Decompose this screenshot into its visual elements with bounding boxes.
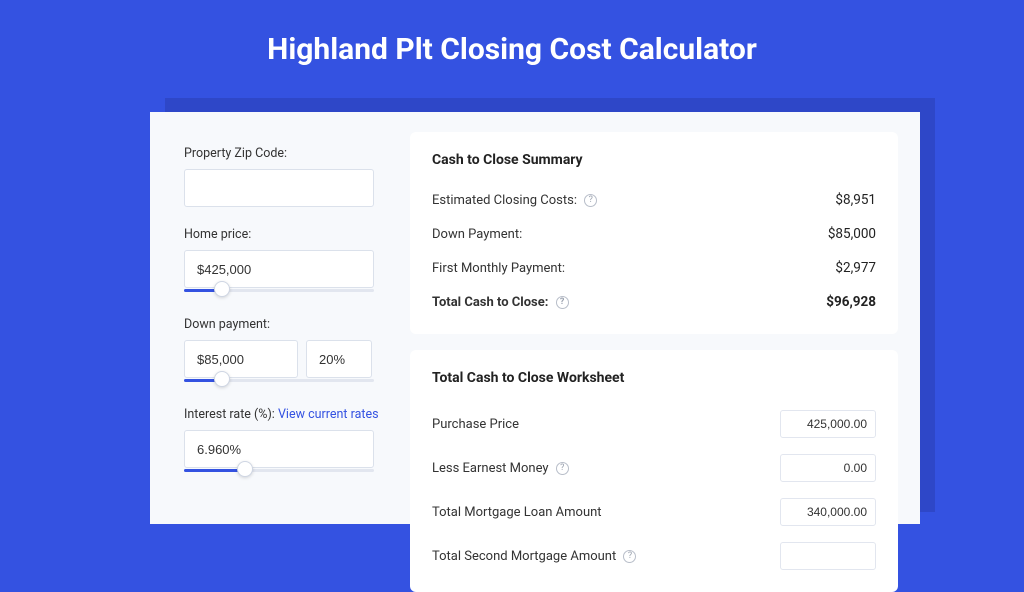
worksheet-row: Purchase Price <box>432 402 876 446</box>
help-icon[interactable]: ? <box>556 296 569 309</box>
worksheet-panel: Total Cash to Close Worksheet Purchase P… <box>410 350 898 592</box>
down-payment-field: Down payment: <box>184 317 390 387</box>
worksheet-row: Total Mortgage Loan Amount <box>432 490 876 534</box>
summary-total-row: Total Cash to Close: ? $96,928 <box>432 286 876 320</box>
worksheet-row: Less Earnest Money ? <box>432 446 876 490</box>
down-payment-percent-input[interactable] <box>306 340 372 378</box>
summary-value: $85,000 <box>828 226 876 242</box>
interest-rate-label: Interest rate (%): View current rates <box>184 407 390 422</box>
worksheet-label: Total Mortgage Loan Amount <box>432 505 602 520</box>
home-price-slider[interactable] <box>184 285 374 297</box>
summary-total-value: $96,928 <box>826 294 876 310</box>
interest-rate-field: Interest rate (%): View current rates <box>184 407 390 477</box>
worksheet-input[interactable] <box>780 410 876 438</box>
zip-field: Property Zip Code: <box>184 146 390 207</box>
summary-total-label: Total Cash to Close: ? <box>432 295 569 310</box>
summary-row: First Monthly Payment: $2,977 <box>432 252 876 286</box>
help-icon[interactable]: ? <box>584 194 597 207</box>
interest-rate-input[interactable] <box>184 430 374 468</box>
summary-panel: Cash to Close Summary Estimated Closing … <box>410 132 898 334</box>
summary-row: Down Payment: $85,000 <box>432 218 876 252</box>
worksheet-title: Total Cash to Close Worksheet <box>432 370 876 386</box>
view-rates-link[interactable]: View current rates <box>278 407 379 422</box>
worksheet-label: Purchase Price <box>432 417 519 432</box>
summary-row: Estimated Closing Costs: ? $8,951 <box>432 184 876 218</box>
summary-value: $2,977 <box>835 260 876 276</box>
worksheet-input[interactable] <box>780 454 876 482</box>
home-price-field: Home price: <box>184 227 390 297</box>
home-price-label: Home price: <box>184 227 390 242</box>
summary-label: First Monthly Payment: <box>432 261 565 276</box>
help-icon[interactable]: ? <box>623 550 636 563</box>
worksheet-input[interactable] <box>780 542 876 570</box>
interest-rate-slider[interactable] <box>184 465 374 477</box>
help-icon[interactable]: ? <box>556 462 569 475</box>
calculator-card: Property Zip Code: Home price: Down paym… <box>150 112 920 524</box>
worksheet-row: Total Second Mortgage Amount ? <box>432 534 876 578</box>
summary-value: $8,951 <box>835 192 876 208</box>
down-payment-label: Down payment: <box>184 317 390 332</box>
worksheet-label: Less Earnest Money ? <box>432 461 569 476</box>
zip-label: Property Zip Code: <box>184 146 390 161</box>
inputs-column: Property Zip Code: Home price: Down paym… <box>150 112 390 524</box>
summary-title: Cash to Close Summary <box>432 152 876 168</box>
summary-label: Estimated Closing Costs: ? <box>432 193 597 208</box>
zip-input[interactable] <box>184 169 374 207</box>
worksheet-label: Total Second Mortgage Amount ? <box>432 549 636 564</box>
home-price-input[interactable] <box>184 250 374 288</box>
worksheet-input[interactable] <box>780 498 876 526</box>
down-payment-slider[interactable] <box>184 375 374 387</box>
interest-rate-label-text: Interest rate (%): <box>184 407 275 422</box>
down-payment-amount-input[interactable] <box>184 340 298 378</box>
results-column: Cash to Close Summary Estimated Closing … <box>390 112 920 524</box>
summary-label: Down Payment: <box>432 227 522 242</box>
page-title: Highland Plt Closing Cost Calculator <box>0 0 1024 93</box>
